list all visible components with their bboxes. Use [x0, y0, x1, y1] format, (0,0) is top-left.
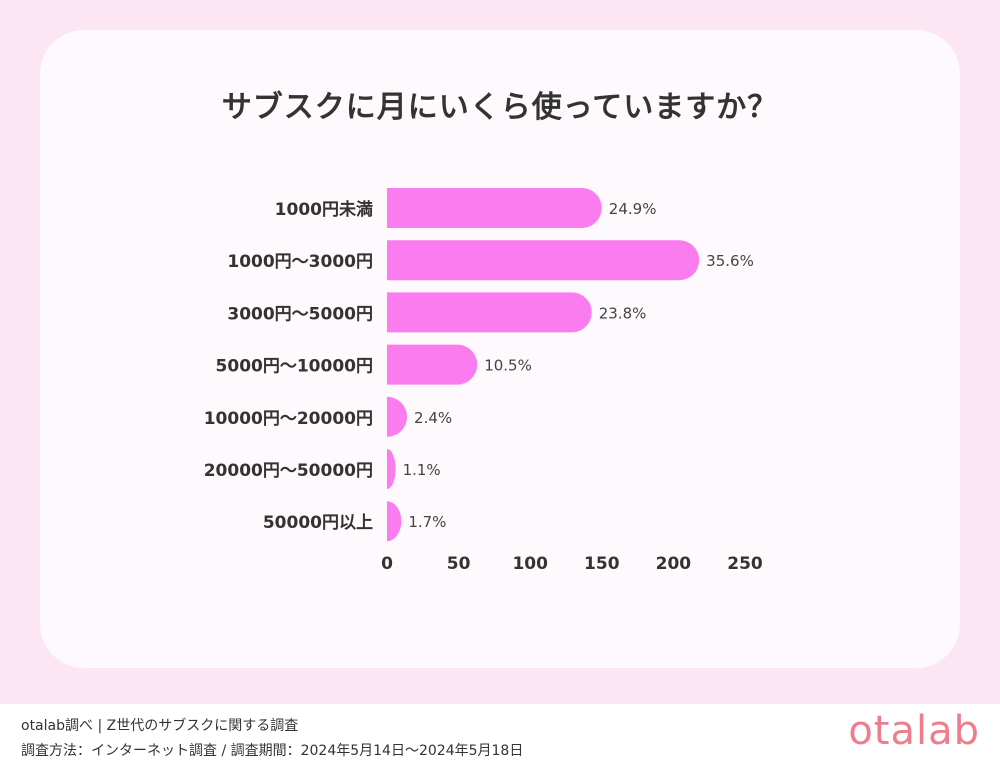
bar-chart: 1000円未満 24.9% 1000円～3000円 35.6% 3000円～5000円 2… [204, 188, 763, 574]
category-label: 50000円以上 [263, 513, 373, 533]
chart-title: サブスクに月にいくら使っていますか？ [221, 90, 779, 125]
bar [387, 188, 602, 228]
data-label: 35.6% [706, 252, 754, 270]
survey-method-note: 調査方法：インターネット調査 / 調査期間：2024年5月14日〜2024年5月… [21, 743, 524, 759]
bar [387, 240, 700, 281]
category-label: 20000円～50000円 [204, 461, 373, 481]
bar [387, 344, 478, 385]
bar [387, 396, 408, 437]
x-tick-label: 100 [512, 554, 548, 574]
category-label: 10000円～20000円 [204, 409, 373, 429]
footer: otalab調べ | Z世代のサブスクに関する調査 調査方法：インターネット調査… [0, 704, 1000, 771]
data-label: 23.8% [599, 304, 647, 322]
bar [387, 292, 592, 333]
x-tick-label: 50 [447, 554, 471, 574]
category-label: 3000円～5000円 [227, 304, 373, 324]
otalab-logo: otalab [848, 708, 980, 754]
category-label: 1000円～3000円 [227, 252, 373, 272]
data-label: 2.4% [414, 409, 452, 427]
category-label: 5000円～10000円 [216, 357, 373, 377]
data-label: 1.7% [408, 513, 446, 531]
bar [387, 501, 402, 542]
data-label: 10.5% [484, 357, 532, 375]
bar [387, 449, 396, 489]
x-tick-label: 250 [727, 554, 763, 574]
data-label: 1.1% [403, 461, 441, 479]
x-tick-label: 0 [381, 554, 393, 574]
source-note: otalab調べ | Z世代のサブスクに関する調査 [21, 718, 299, 734]
x-tick-label: 200 [656, 554, 692, 574]
category-label: 1000円未満 [275, 199, 373, 220]
chart-card [40, 30, 960, 668]
data-label: 24.9% [609, 200, 657, 218]
x-tick-label: 150 [584, 554, 620, 574]
